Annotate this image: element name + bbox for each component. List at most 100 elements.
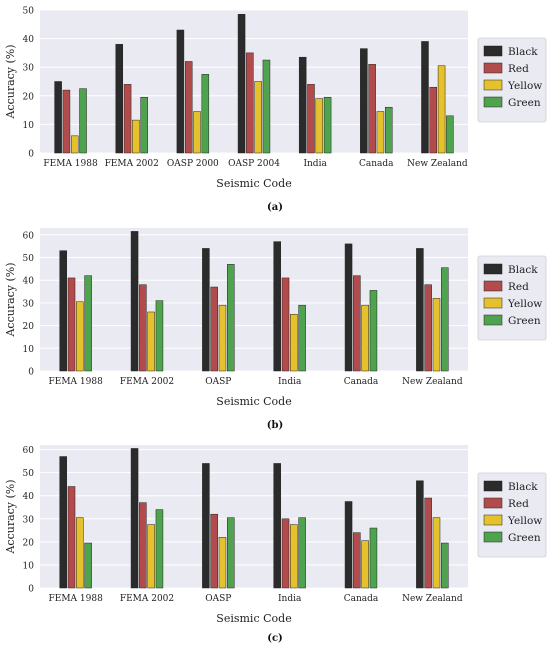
- bar-yellow: [432, 298, 441, 372]
- chart-b-svg: 0 10 20 30 40 50 60 FEMA 1988 FEMA 2002 OASP India…: [4, 228, 547, 408]
- bar-black: [54, 81, 62, 154]
- bar-green: [441, 267, 449, 372]
- x-tick-label: India: [278, 377, 302, 387]
- bar-green: [84, 275, 92, 372]
- x-tick-label: FEMA 1988: [43, 159, 98, 169]
- x-tick-label: FEMA 1988: [49, 377, 104, 387]
- x-tick-label: New Zealand: [407, 159, 468, 169]
- chart-c-svg: 0 10 20 30 40 50 60 FEMA 1988 FEMA 2002 OASP India…: [4, 445, 547, 625]
- bar-green: [369, 290, 378, 372]
- legend-swatch-black: [483, 480, 503, 492]
- x-tick-label: Canada: [344, 377, 379, 387]
- bar-red: [429, 86, 438, 154]
- bar-green: [298, 304, 306, 372]
- plot-area: [40, 445, 468, 588]
- legend-label-green: Green: [508, 315, 541, 327]
- chart-a-svg: 0 10 20 30 40 50 FEMA 1988 FEMA 2002 OASP 2000 OA…: [4, 7, 547, 190]
- bar-green: [227, 264, 235, 372]
- x-tick-label: OASP 2000: [167, 159, 219, 169]
- x-tick-label: Canada: [359, 159, 394, 169]
- legend-label-green: Green: [508, 97, 541, 109]
- legend-label-black: Black: [508, 264, 538, 276]
- bar-black: [273, 241, 281, 372]
- bar-red: [368, 64, 376, 154]
- bar-yellow: [315, 98, 324, 154]
- bar-black: [202, 463, 210, 589]
- legend-label-red: Red: [508, 63, 529, 75]
- bar-black: [344, 243, 353, 372]
- legend-swatch-yellow: [483, 297, 503, 309]
- bar-red: [424, 497, 432, 589]
- chart-c-caption: (c): [267, 633, 283, 644]
- y-tick-label: 20: [23, 92, 35, 102]
- bar-green: [155, 509, 164, 589]
- bar-black: [130, 231, 139, 372]
- y-axis-label: Accuracy (%): [4, 262, 17, 337]
- y-tick-label: 40: [23, 277, 35, 287]
- bar-red: [210, 513, 218, 589]
- bar-black: [298, 56, 307, 154]
- x-tick-label: FEMA 1988: [49, 594, 104, 604]
- legend-label-green: Green: [508, 532, 541, 544]
- legend-label-yellow: Yellow: [507, 80, 542, 92]
- bar-black: [344, 501, 353, 589]
- bar-black: [59, 250, 67, 372]
- y-tick-label: 60: [23, 231, 35, 241]
- legend-swatch-red: [483, 280, 503, 292]
- x-tick-label: FEMA 2002: [120, 377, 174, 387]
- x-axis-label: Seismic Code: [216, 395, 291, 408]
- bar-black: [237, 14, 246, 154]
- y-axis-label: Accuracy (%): [4, 44, 17, 119]
- bar-black: [273, 463, 281, 589]
- y-tick-label: 20: [23, 322, 35, 332]
- legend-swatch-yellow: [483, 514, 503, 526]
- bar-green: [441, 542, 449, 589]
- x-tick-label: New Zealand: [402, 377, 463, 387]
- bar-black: [416, 248, 424, 372]
- bar-black: [202, 248, 210, 372]
- bar-green: [446, 115, 454, 154]
- bar-yellow: [361, 304, 369, 372]
- y-tick-label: 30: [23, 515, 35, 525]
- bar-yellow: [147, 524, 155, 589]
- bar-red: [281, 518, 290, 589]
- bar-red: [246, 52, 254, 154]
- bar-red: [67, 277, 76, 372]
- bar-yellow: [147, 311, 155, 372]
- y-tick-label: 30: [23, 64, 35, 74]
- bar-green: [369, 527, 378, 589]
- bar-yellow: [132, 119, 140, 154]
- x-axis-label: Seismic Code: [216, 177, 291, 190]
- bar-green: [384, 106, 393, 154]
- x-tick-label: OASP: [205, 377, 231, 387]
- legend-label-red: Red: [508, 498, 529, 510]
- bar-green: [298, 517, 306, 589]
- bar-red: [210, 286, 218, 372]
- x-tick-label: OASP: [205, 594, 231, 604]
- x-tick-label: Canada: [344, 594, 379, 604]
- chart-panel-b: 0 10 20 30 40 50 60 FEMA 1988 FEMA 2002 OASP India…: [0, 218, 550, 433]
- legend-swatch-green: [483, 314, 503, 326]
- bar-black: [176, 29, 185, 154]
- bar-green: [262, 59, 271, 154]
- y-tick-label: 40: [23, 35, 35, 45]
- y-tick-label: 0: [28, 368, 34, 378]
- bar-yellow: [76, 301, 84, 372]
- bar-red: [62, 89, 71, 154]
- bar-green: [79, 88, 87, 154]
- bar-yellow: [218, 304, 227, 372]
- bar-red: [353, 532, 361, 589]
- chart-a-caption: (a): [267, 202, 283, 213]
- bar-yellow: [76, 517, 84, 589]
- bar-yellow: [376, 111, 385, 154]
- y-tick-label: 10: [23, 121, 35, 131]
- y-tick-label: 40: [23, 492, 35, 502]
- legend-label-red: Red: [508, 281, 529, 293]
- y-tick-label: 10: [23, 561, 35, 571]
- legend-swatch-black: [483, 263, 503, 275]
- bar-black: [360, 48, 368, 154]
- bar-yellow: [290, 524, 298, 589]
- bar-yellow: [218, 537, 227, 589]
- bar-red: [123, 84, 132, 154]
- legend-label-yellow: Yellow: [507, 298, 542, 310]
